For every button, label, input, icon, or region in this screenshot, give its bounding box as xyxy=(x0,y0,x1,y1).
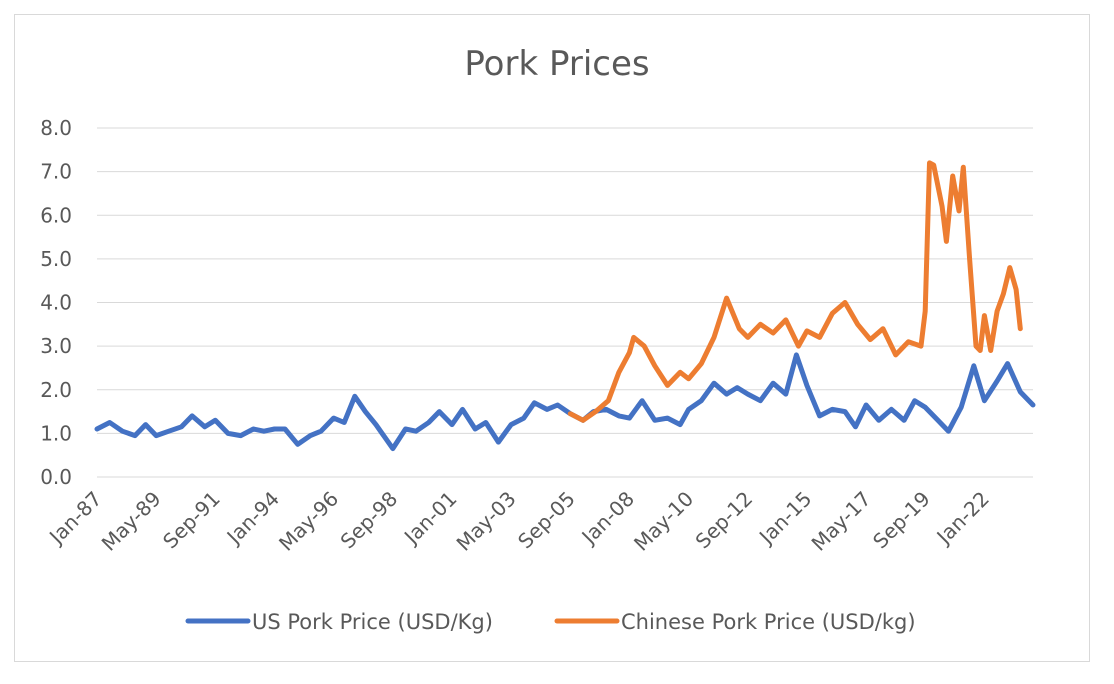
y-tick-label: 2.0 xyxy=(40,378,72,402)
x-tick-label: Sep-12 xyxy=(691,487,758,554)
chart-frame xyxy=(14,14,1090,662)
legend-label: Chinese Pork Price (USD/kg) xyxy=(621,610,916,634)
x-tick-label: Sep-98 xyxy=(336,487,403,554)
series-lines xyxy=(94,160,1036,452)
x-tick-label: May-10 xyxy=(629,487,698,556)
x-tick-label: Sep-19 xyxy=(868,487,935,554)
y-tick-label: 5.0 xyxy=(40,247,72,271)
x-tick-label: Jan-22 xyxy=(931,487,994,550)
y-tick-label: 3.0 xyxy=(40,334,72,358)
y-axis-ticks: 0.0 1.0 2.0 3.0 4.0 5.0 6.0 7.0 8.0 xyxy=(40,116,72,489)
x-tick-label: May-89 xyxy=(97,487,166,556)
chart-title: Pork Prices xyxy=(464,44,650,84)
x-axis-ticks: Jan-87May-89Sep-91Jan-94May-96Sep-98Jan-… xyxy=(43,487,994,556)
x-tick-label: May-17 xyxy=(807,487,876,556)
y-tick-label: 8.0 xyxy=(40,116,72,140)
y-tick-label: 1.0 xyxy=(40,421,72,445)
y-tick-label: 7.0 xyxy=(40,160,72,184)
series-line-1 xyxy=(567,160,1023,423)
y-tick-label: 0.0 xyxy=(40,465,72,489)
legend-label: US Pork Price (USD/Kg) xyxy=(252,610,493,634)
x-tick-label: Sep-91 xyxy=(158,487,225,554)
x-tick-label: Sep-05 xyxy=(513,487,580,554)
x-tick-label: May-96 xyxy=(274,487,343,556)
y-tick-label: 4.0 xyxy=(40,291,72,315)
y-tick-label: 6.0 xyxy=(40,203,72,227)
legend: US Pork Price (USD/Kg) Chinese Pork Price… xyxy=(185,610,916,634)
x-tick-label: May-03 xyxy=(452,487,521,556)
series-line-0 xyxy=(94,352,1036,452)
gridlines xyxy=(97,127,1033,478)
